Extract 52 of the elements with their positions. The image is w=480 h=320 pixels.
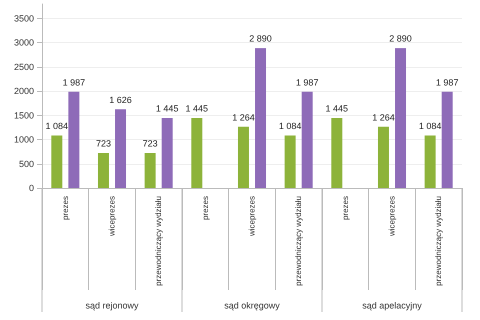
x-tick-label: prezes	[200, 196, 210, 220]
data-label: 1 626	[109, 94, 132, 105]
bar	[331, 118, 342, 188]
x-tick-label: przewodniczący wydziału	[294, 196, 304, 286]
text: sąd apelacyjny	[362, 300, 422, 310]
data-label: 2 890	[389, 34, 412, 44]
bar	[378, 126, 389, 188]
y-tick-label: 500	[18, 158, 34, 169]
data-label: 1 084	[418, 121, 442, 132]
y-tick-label: 2000	[14, 86, 34, 96]
data-label: 1 445	[186, 104, 208, 114]
y-tick-label: 3000	[14, 38, 34, 48]
x-tick-label: wiceprezes	[108, 196, 116, 238]
bar	[238, 126, 249, 188]
x-tick-label: wiceprezes	[248, 196, 256, 238]
data-label: 723	[142, 138, 158, 148]
x-tick-label: przewodniczący wydziału	[154, 196, 164, 286]
bar	[144, 152, 156, 188]
data-label: 1 084	[278, 121, 302, 132]
data-label: 1 445	[326, 104, 348, 114]
bar	[442, 92, 453, 188]
bar	[98, 152, 109, 188]
bar	[51, 136, 62, 188]
y-tick-label: 1500	[14, 110, 34, 120]
x-tick-label: prezes	[340, 196, 350, 220]
y-tick-label: 1000	[14, 134, 34, 145]
bar	[424, 136, 436, 188]
text: sąd rejonowy	[85, 300, 140, 310]
data-label: 1 987	[436, 77, 458, 88]
y-tick-label: 3500	[14, 14, 34, 24]
bar	[395, 48, 406, 188]
data-label: 1 084	[46, 121, 68, 132]
bar	[68, 92, 80, 188]
data-label: 1 987	[296, 77, 318, 88]
bar	[284, 136, 296, 188]
data-label: 2 890	[249, 34, 272, 44]
x-tick-label: przewodniczący wydziału	[434, 196, 444, 286]
data-label: 1 264	[232, 112, 255, 122]
bar	[191, 118, 202, 188]
y-tick-label: 2500	[14, 62, 34, 72]
x-tick-label: prezes	[60, 196, 70, 220]
data-label: 723	[96, 138, 111, 148]
data-label: 1 987	[62, 77, 86, 88]
y-tick-label: 0	[28, 183, 34, 193]
data-label: 1 264	[372, 112, 395, 122]
bar	[115, 109, 126, 188]
bar	[255, 48, 266, 188]
bar	[302, 92, 313, 188]
bar	[162, 118, 173, 188]
x-tick-label: wiceprezes	[388, 196, 396, 238]
text: sąd okręgowy	[224, 300, 280, 310]
data-label: 1 445	[156, 104, 178, 114]
